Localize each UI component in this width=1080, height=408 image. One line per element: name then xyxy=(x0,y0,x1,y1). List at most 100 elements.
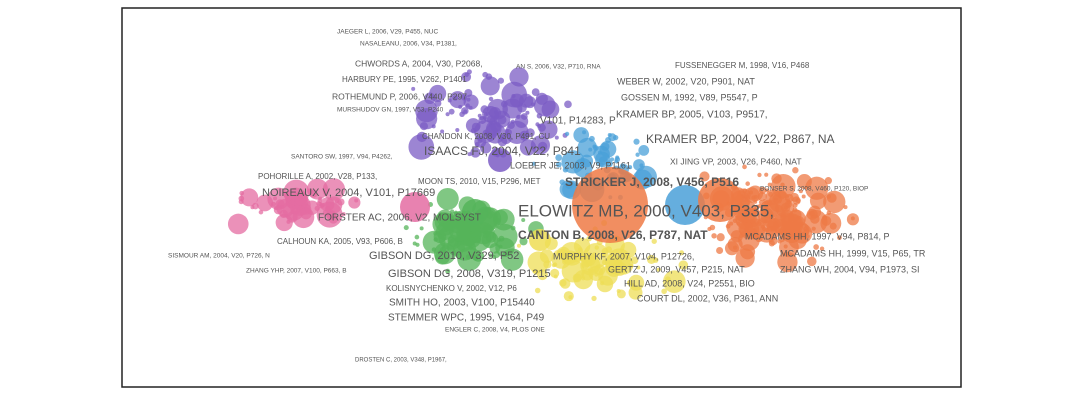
bubble xyxy=(279,209,288,219)
bubble xyxy=(455,127,460,133)
bubble xyxy=(434,99,442,107)
bubble xyxy=(490,133,496,139)
bubble xyxy=(492,128,498,134)
bubble xyxy=(300,195,305,200)
bubble xyxy=(598,156,608,166)
bubble xyxy=(482,105,499,123)
node-label: STRICKER J, 2008, V456, P516 xyxy=(565,175,739,189)
bubble xyxy=(617,262,622,267)
bubble xyxy=(783,244,788,249)
bubble xyxy=(735,248,755,268)
bubble xyxy=(286,198,296,208)
bubble xyxy=(519,93,534,108)
bubble xyxy=(594,272,599,277)
bubble xyxy=(757,192,767,202)
bubble xyxy=(482,129,489,136)
node-label: XI JING VP, 2003, V26, P460, NAT xyxy=(670,156,802,166)
bubble xyxy=(651,238,657,244)
bubble xyxy=(493,250,501,259)
bubble xyxy=(521,218,526,223)
bubble xyxy=(511,93,516,99)
bubble xyxy=(556,246,571,260)
bubble xyxy=(535,92,548,105)
bubble xyxy=(433,231,438,236)
bubble xyxy=(780,213,804,237)
node-label: GIBSON DG, 2010, V329, P52 xyxy=(369,250,519,262)
bubble xyxy=(555,161,562,168)
bubble xyxy=(445,112,450,117)
bubble xyxy=(843,205,848,210)
bubble xyxy=(464,72,469,78)
bubble xyxy=(532,269,537,274)
bubble xyxy=(583,242,609,269)
bubble xyxy=(525,110,530,115)
node-label: STEMMER WPC, 1995, V164, P49 xyxy=(388,313,545,324)
bubble xyxy=(757,172,762,178)
bubble xyxy=(286,219,291,224)
node-label: KRAMER BP, 2004, V22, P867, NA xyxy=(646,132,835,146)
bubble xyxy=(742,164,747,170)
node-label: NOIREAUX V, 2004, V101, P17669 xyxy=(262,187,435,199)
node-label: MURSHUDOV GN, 1997, V53, P240 xyxy=(337,107,444,114)
bubble xyxy=(415,242,420,247)
bubble xyxy=(591,295,597,301)
bubble xyxy=(711,233,717,239)
bubble xyxy=(531,88,540,97)
node-label: MCADAMS HH, 1997, V94, P814, P xyxy=(745,231,890,241)
bubble xyxy=(227,213,249,235)
bubble xyxy=(594,245,599,250)
bubble xyxy=(846,213,859,226)
bubble xyxy=(537,269,548,281)
node-label: SANTORO SW, 1997, V94, P4262, xyxy=(291,154,393,161)
bubble xyxy=(807,256,817,267)
bubble xyxy=(767,182,772,187)
bubble xyxy=(638,145,650,156)
bubble xyxy=(419,122,428,131)
node-label: HARBURY PE, 1995, V262, P1401 xyxy=(342,75,467,84)
bubble xyxy=(300,203,312,215)
bubble xyxy=(628,285,643,300)
bubble xyxy=(497,77,505,84)
bubble xyxy=(486,115,495,124)
bubble xyxy=(449,220,470,242)
bubble xyxy=(537,124,542,129)
bubble xyxy=(439,246,446,253)
node-label: KRAMER BP, 2005, V103, P9517, xyxy=(616,110,768,121)
bubble xyxy=(810,214,820,224)
node-label: V101, P14283, P xyxy=(540,116,616,127)
bubble xyxy=(748,190,753,195)
bubble xyxy=(471,122,481,132)
bubble xyxy=(341,212,346,217)
node-label: CALHOUN KA, 2005, V93, P606, B xyxy=(277,237,403,246)
bubble xyxy=(460,241,465,246)
node-label: BONSER S, 2008, V460, P120, BIOP xyxy=(760,186,868,193)
bubble xyxy=(792,167,799,174)
bubble xyxy=(614,156,621,163)
bubble xyxy=(764,209,770,215)
bubble xyxy=(436,187,459,210)
bubble xyxy=(608,263,620,275)
bubble xyxy=(559,179,565,185)
bubble xyxy=(635,152,640,157)
node-label: ISAACS FJ, 2004, V22, P841 xyxy=(424,144,581,158)
bubble xyxy=(811,226,816,231)
node-label: ENGLER C, 2008, V4, PLOS ONE xyxy=(445,327,545,334)
bubble xyxy=(601,142,610,151)
bubble xyxy=(616,289,626,299)
bubble xyxy=(275,213,293,232)
bubble xyxy=(485,111,490,116)
node-label: MURPHY KF, 2007, V104, P12726, xyxy=(553,251,694,261)
bubble xyxy=(665,185,705,225)
node-label: SISMOUR AM, 2004, V20, P726, N xyxy=(168,253,270,260)
bubble xyxy=(591,268,596,273)
bubble xyxy=(787,234,793,241)
labels: JAEGER L, 2006, V29, P455, NUC NASALEANU,… xyxy=(168,29,926,364)
bubble xyxy=(662,270,686,293)
bubble xyxy=(652,257,659,263)
bubble xyxy=(419,226,424,231)
bubble xyxy=(519,130,530,141)
bubble xyxy=(537,141,548,152)
bubble xyxy=(431,247,437,252)
bubble xyxy=(628,263,634,269)
bubble xyxy=(699,171,710,182)
